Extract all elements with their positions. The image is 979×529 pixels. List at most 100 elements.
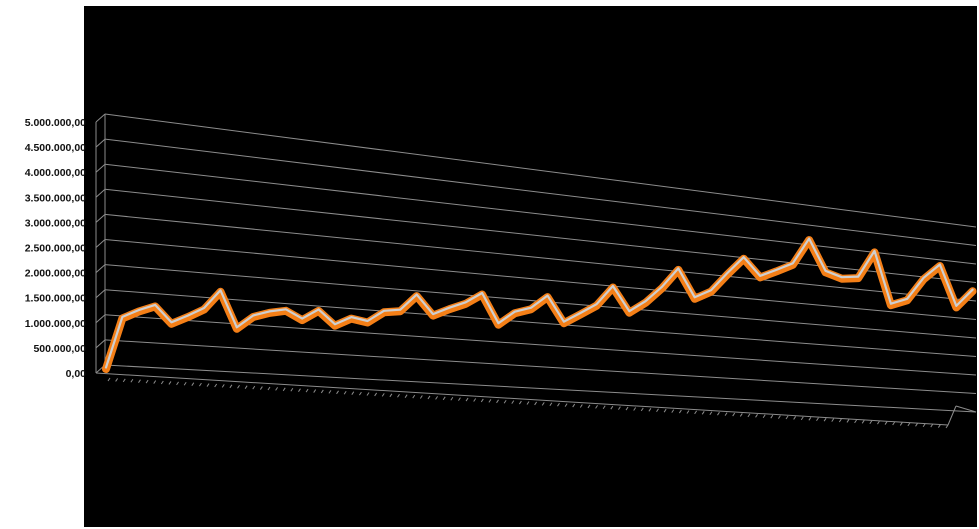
x-tick-60: [564, 403, 568, 407]
x-tick-27: [313, 389, 317, 393]
x-tick-50: [488, 399, 492, 403]
x-tick-63: [587, 404, 591, 409]
y-tick-label-4: 2.000.000,00: [25, 268, 86, 280]
x-tick-101: [877, 420, 880, 425]
x-tick-16: [229, 384, 233, 389]
x-tick-96: [838, 418, 842, 423]
x-tick-87: [770, 414, 774, 419]
y-wall-tick-1: [95, 339, 106, 349]
x-tick-69: [633, 407, 637, 411]
x-tick-102: [884, 421, 888, 425]
x-tick-94: [823, 417, 827, 422]
x-axis-ticks: [107, 377, 949, 429]
x-tick-46: [458, 397, 461, 401]
x-tick-89: [785, 415, 789, 420]
gridline-9: [104, 138, 977, 246]
x-tick-30: [336, 390, 339, 395]
y-wall-tick-9: [95, 138, 106, 148]
x-tick-12: [199, 382, 202, 387]
x-tick-4: [138, 379, 141, 383]
y-tick-label-8: 4.000.000,00: [25, 167, 86, 179]
y-wall-tick-2: [95, 314, 106, 324]
x-tick-74: [671, 409, 675, 413]
x-tick-80: [717, 411, 720, 416]
gridline-5: [104, 239, 977, 320]
x-tick-103: [892, 421, 896, 426]
y-wall-tick-8: [95, 163, 106, 173]
chart-background: [84, 6, 977, 527]
x-tick-1: [115, 378, 119, 382]
x-tick-79: [709, 411, 713, 416]
x-tick-91: [800, 416, 804, 421]
x-tick-86: [762, 414, 766, 419]
series-ribbon: [102, 236, 977, 373]
x-tick-92: [808, 417, 812, 421]
gridline-0: [104, 364, 977, 413]
gridline-2: [104, 314, 977, 376]
x-tick-59: [557, 402, 560, 407]
x-tick-41: [419, 395, 423, 399]
x-tick-110: [945, 424, 949, 429]
x-tick-44: [442, 396, 446, 401]
x-tick-33: [358, 391, 362, 396]
x-tick-11: [191, 382, 195, 386]
x-tick-37: [389, 393, 393, 398]
x-tick-95: [831, 418, 835, 422]
y-tick-label-1: 500.000,00: [33, 343, 86, 355]
x-tick-6: [153, 380, 157, 384]
x-tick-34: [366, 392, 370, 396]
x-tick-18: [244, 385, 248, 389]
y-wall-tick-3: [95, 289, 106, 299]
x-tick-56: [534, 401, 538, 406]
y-wall-tick-6: [95, 214, 106, 223]
x-tick-77: [694, 410, 698, 415]
gridline-6: [104, 213, 977, 302]
x-tick-65: [602, 405, 606, 410]
x-tick-93: [816, 417, 819, 422]
x-tick-67: [618, 406, 621, 410]
y-tick-label-2: 1.000.000,00: [25, 318, 86, 330]
x-tick-61: [572, 403, 576, 408]
x-tick-47: [465, 397, 469, 402]
x-tick-84: [747, 413, 751, 418]
x-tick-55: [526, 401, 530, 405]
x-tick-108: [930, 423, 934, 428]
x-tick-78: [701, 411, 705, 415]
x-tick-75: [678, 409, 682, 414]
x-tick-98: [854, 419, 857, 424]
x-tick-15: [221, 384, 225, 388]
x-tick-25: [298, 388, 301, 392]
x-tick-66: [610, 405, 614, 410]
gridline-10: [104, 113, 977, 228]
axes: [95, 113, 977, 426]
y-wall-tick-5: [95, 239, 106, 248]
x-tick-100: [869, 420, 873, 425]
x-tick-64: [595, 405, 598, 409]
y-tick-label-0: 0,00: [66, 368, 87, 380]
x-tick-52: [503, 399, 507, 404]
y-tick-label-5: 2.500.000,00: [25, 243, 86, 255]
x-tick-2: [122, 378, 126, 383]
x-tick-39: [404, 394, 408, 398]
gridline-7: [104, 188, 977, 283]
x-tick-88: [777, 415, 781, 419]
series-highlight: [104, 237, 974, 369]
x-tick-17: [237, 384, 240, 389]
x-tick-72: [656, 408, 659, 413]
x-tick-22: [275, 387, 279, 391]
x-tick-43: [435, 396, 438, 400]
x-tick-19: [252, 385, 256, 390]
x-tick-90: [793, 416, 797, 420]
x-tick-35: [374, 392, 378, 397]
x-tick-62: [579, 404, 583, 408]
x-tick-20: [259, 386, 263, 390]
x-tick-14: [214, 383, 218, 388]
x-tick-81: [724, 412, 728, 416]
x-tick-57: [541, 402, 545, 406]
y-wall-tick-10: [95, 113, 106, 123]
x-tick-104: [899, 422, 903, 426]
x-tick-32: [351, 391, 355, 395]
x-tick-54: [518, 400, 522, 405]
